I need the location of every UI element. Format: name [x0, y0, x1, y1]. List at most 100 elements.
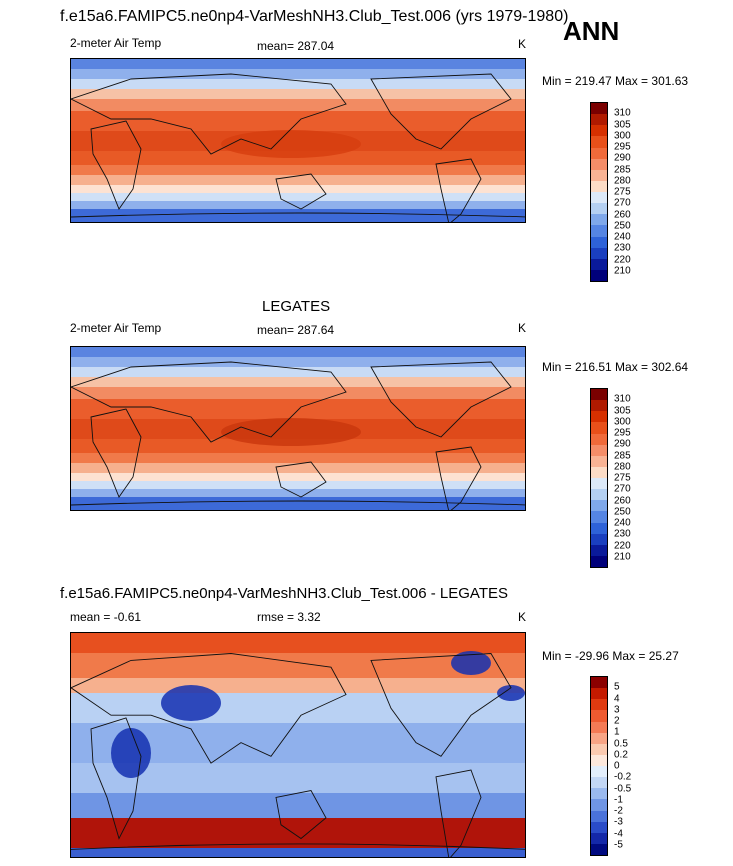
colorbar-swatch [591, 147, 607, 159]
colorbar-swatch [591, 511, 607, 523]
colorbar-tick-label: 210 [614, 265, 631, 277]
colorbar-swatch [591, 400, 607, 412]
colorbar-swatch [591, 699, 607, 711]
panel-units-label: K [518, 610, 527, 624]
colorbar-tick-label: -2 [614, 805, 623, 817]
colorbar-tick-label: 0 [614, 760, 620, 772]
colorbar-tick-label: 305 [614, 119, 631, 130]
panel-left-label: 2-meter Air Temp [70, 36, 162, 50]
colorbar-swatch [591, 258, 607, 270]
colorbar-swatch [591, 203, 607, 215]
colorbar-tick-label: 220 [614, 540, 631, 551]
colorbar-swatch [591, 466, 607, 478]
colorbar-tick-label: 310 [614, 107, 631, 119]
colorbar-swatch [591, 478, 607, 490]
colorbar-swatch [591, 743, 607, 755]
colorbar-tick-label: -5 [614, 839, 623, 851]
colorbar-tick-label: -3 [614, 816, 623, 828]
colorbar [590, 388, 608, 568]
colorbar-tick-label: 305 [614, 405, 631, 416]
colorbar-swatch [591, 125, 607, 137]
colorbar-tick-label: -4 [614, 828, 623, 839]
colorbar-swatch [591, 544, 607, 556]
colorbar-swatch [591, 821, 607, 833]
panel-rmse-label: rmse = 3.32 [257, 610, 321, 624]
panel-left-label: 2-meter Air Temp [70, 321, 162, 335]
panel-units-label: K [518, 37, 527, 51]
colorbar-swatch [591, 269, 607, 281]
colorbar-swatch [591, 810, 607, 822]
panel-mean-label: mean= 287.64 [257, 323, 335, 337]
colorbar-tick-label: 300 [614, 130, 631, 142]
colorbar-swatch [591, 721, 607, 733]
colorbar-swatch [591, 236, 607, 248]
temperature-map-model [70, 58, 526, 223]
colorbar-tick-label: 260 [614, 209, 631, 220]
colorbar-tick-label: 280 [614, 175, 631, 187]
panel-mean-label: mean = -0.61 [70, 610, 142, 624]
colorbar-swatch [591, 799, 607, 811]
colorbar-swatch [591, 114, 607, 126]
difference-map [70, 632, 526, 858]
colorbar-tick-label: -1 [614, 794, 623, 806]
panel-mean-label: mean= 287.04 [257, 39, 335, 53]
colorbar-tick-label: -0.5 [614, 783, 632, 794]
colorbar-tick-label: 2 [614, 715, 620, 727]
colorbar-tick-label: 4 [614, 693, 620, 704]
colorbar-tick-label: 210 [614, 551, 631, 563]
panel-units-label: K [518, 321, 527, 335]
colorbar-swatch [591, 766, 607, 778]
panel-title: LEGATES [262, 298, 331, 315]
colorbar-swatch [591, 832, 607, 844]
colorbar-tick-label: 0.5 [614, 738, 628, 749]
colorbar-tick-label: 250 [614, 220, 631, 232]
colorbar-swatch [591, 533, 607, 545]
colorbar-swatch [591, 754, 607, 766]
temperature-map-obs [70, 346, 526, 511]
colorbar-tick-label: 295 [614, 141, 631, 153]
colorbar-tick-label: 230 [614, 242, 631, 254]
colorbar-swatch [591, 843, 607, 855]
colorbar-tick-label: 275 [614, 186, 631, 198]
colorbar-swatch [591, 455, 607, 467]
colorbar-swatch [591, 158, 607, 170]
colorbar-tick-label: 260 [614, 495, 631, 506]
colorbar-swatch [591, 103, 607, 115]
range-label: Min = -29.96 Max = 25.27 [542, 649, 679, 663]
colorbar [590, 102, 608, 282]
colorbar-swatch [591, 136, 607, 148]
colorbar-swatch [591, 433, 607, 445]
colorbar-tick-label: 290 [614, 152, 631, 164]
colorbar-tick-label: 5 [614, 681, 620, 693]
colorbar-swatch [591, 489, 607, 501]
figure-title: f.e15a6.FAMIPC5.ne0np4-VarMeshNH3.Club_T… [60, 8, 569, 25]
colorbar-swatch [591, 247, 607, 259]
colorbar-swatch [591, 422, 607, 434]
panel-title: f.e15a6.FAMIPC5.ne0np4-VarMeshNH3.Club_T… [60, 585, 509, 602]
colorbar-swatch [591, 214, 607, 226]
colorbar [590, 676, 608, 856]
colorbar-tick-label: -0.2 [614, 771, 632, 783]
colorbar-tick-label: 270 [614, 197, 631, 209]
colorbar-swatch [591, 677, 607, 689]
colorbar-swatch [591, 444, 607, 456]
colorbar-tick-label: 1 [614, 726, 620, 738]
colorbar-swatch [591, 555, 607, 567]
colorbar-tick-label: 3 [614, 704, 620, 716]
colorbar-swatch [591, 522, 607, 534]
colorbar-tick-label: 280 [614, 461, 631, 473]
colorbar-tick-label: 0.2 [614, 749, 628, 761]
colorbar-tick-label: 275 [614, 472, 631, 484]
colorbar-swatch [591, 732, 607, 744]
colorbar-tick-label: 295 [614, 427, 631, 439]
colorbar-tick-label: 290 [614, 438, 631, 450]
colorbar-tick-label: 220 [614, 254, 631, 265]
colorbar-tick-label: 285 [614, 450, 631, 461]
colorbar-swatch [591, 777, 607, 789]
colorbar-tick-label: 250 [614, 506, 631, 518]
season-label: ANN [563, 16, 620, 46]
colorbar-tick-label: 310 [614, 393, 631, 405]
range-label: Min = 216.51 Max = 302.64 [542, 360, 689, 374]
colorbar-swatch [591, 389, 607, 401]
colorbar-tick-label: 300 [614, 416, 631, 428]
